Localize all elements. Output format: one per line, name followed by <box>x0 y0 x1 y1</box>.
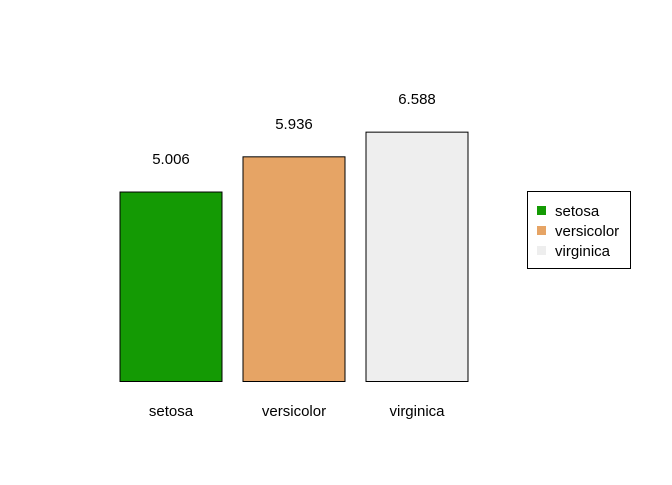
category-labels-group: setosa versicolor virginica <box>149 403 445 420</box>
legend-swatch-versicolor <box>537 226 546 235</box>
value-label-setosa: 5.006 <box>152 151 190 168</box>
bar-setosa <box>119 191 223 382</box>
category-label-virginica: virginica <box>389 403 445 420</box>
bar-virginica <box>365 131 469 382</box>
legend: setosa versicolor virginica <box>527 191 631 269</box>
category-label-versicolor: versicolor <box>262 403 326 420</box>
value-labels-group: 5.006 5.936 6.588 <box>152 91 436 168</box>
legend-swatch-virginica <box>537 246 546 255</box>
bar-versicolor <box>242 156 346 382</box>
legend-label-setosa: setosa <box>555 203 600 220</box>
legend-swatch-setosa <box>537 206 546 215</box>
value-label-virginica: 6.588 <box>398 91 436 108</box>
legend-label-virginica: virginica <box>555 243 611 260</box>
category-label-setosa: setosa <box>149 403 194 420</box>
value-label-versicolor: 5.936 <box>275 116 313 133</box>
legend-label-versicolor: versicolor <box>555 223 619 240</box>
bars-group <box>119 131 469 382</box>
